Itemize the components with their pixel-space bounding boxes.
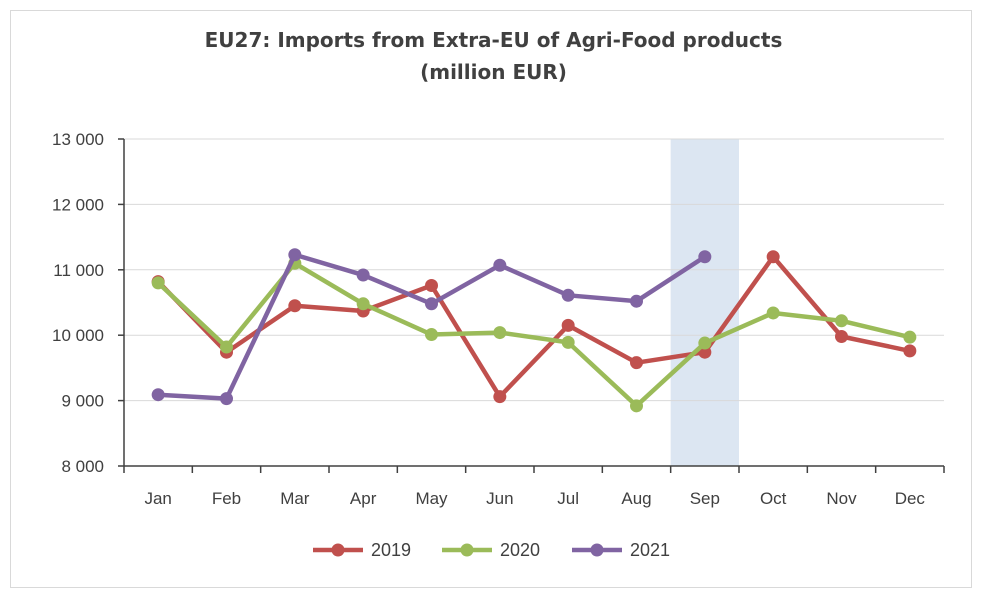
legend-item-2019: 2019 — [313, 540, 411, 560]
x-tick-label: Jan — [144, 489, 171, 508]
series-2021 — [151, 248, 712, 406]
x-tick-label: Jun — [486, 489, 513, 508]
data-point-2020-jun — [493, 326, 507, 340]
data-point-2021-may — [425, 297, 438, 311]
x-tick-label: Apr — [350, 489, 377, 508]
legend-label: 2019 — [371, 540, 411, 560]
series-line-2019 — [156, 254, 911, 399]
data-point-2021-jun — [493, 258, 507, 272]
legend-label: 2021 — [630, 540, 670, 560]
data-point-2020-may — [425, 328, 438, 342]
x-tick-label: Jul — [557, 489, 579, 508]
data-point-2021-jan — [151, 388, 165, 402]
series-lines — [151, 248, 917, 413]
chart-title-line1: EU27: Imports from Extra-EU of Agri-Food… — [204, 28, 783, 52]
y-tick-label: 9 000 — [61, 392, 104, 411]
data-point-2019-may — [425, 278, 438, 292]
x-tick-label: Mar — [280, 489, 310, 508]
legend-swatch-marker — [590, 543, 604, 557]
data-point-2020-aug — [630, 399, 643, 413]
data-point-2019-jul — [561, 318, 575, 332]
data-point-2020-jan — [151, 276, 165, 290]
data-point-2020-jul — [561, 335, 575, 349]
x-tick-label: Nov — [826, 489, 857, 508]
data-point-2020-nov — [835, 314, 848, 328]
data-point-2019-aug — [630, 356, 643, 370]
data-point-2021-mar — [288, 248, 302, 262]
y-tick-label: 10 000 — [52, 326, 104, 345]
data-point-2019-mar — [288, 299, 302, 313]
chart-title: EU27: Imports from Extra-EU of Agri-Food… — [0, 24, 987, 88]
x-tick-label: Aug — [621, 489, 651, 508]
x-tick-label: Sep — [690, 489, 720, 508]
legend-label: 2020 — [500, 540, 540, 560]
legend-item-2021: 2021 — [572, 540, 670, 560]
legend: 2019 2020 2021 — [313, 540, 670, 560]
data-point-2020-oct — [766, 306, 780, 320]
data-point-2019-jun — [493, 390, 507, 404]
series-2019 — [151, 250, 917, 404]
data-point-2021-aug — [630, 294, 643, 308]
data-point-2019-dec — [903, 344, 917, 358]
axes: 8 000 9 000 10 000 11 000 12 000 13 000 Jan Feb… — [52, 130, 945, 508]
data-point-2020-feb — [220, 340, 233, 354]
data-point-2020-sep — [698, 336, 712, 350]
y-tick-label: 12 000 — [52, 195, 104, 214]
x-tick-label: May — [415, 489, 448, 508]
legend-swatch-marker — [460, 543, 474, 557]
y-tick-label: 8 000 — [61, 457, 104, 476]
data-point-2019-nov — [835, 330, 848, 344]
legend-item-2020: 2020 — [442, 540, 540, 560]
y-tick-label: 13 000 — [52, 130, 104, 149]
highlight-layer — [670, 139, 739, 466]
data-point-2020-dec — [903, 330, 917, 344]
chart-title-line2: (million EUR) — [420, 60, 567, 84]
x-tick-label: Dec — [895, 489, 926, 508]
data-point-2021-feb — [220, 392, 233, 406]
data-point-2021-sep — [698, 250, 712, 264]
data-point-2019-oct — [766, 250, 780, 264]
legend-swatch-marker — [331, 543, 345, 557]
highlight-band-sep — [670, 139, 739, 466]
data-point-2020-apr — [356, 297, 370, 311]
y-tick-label: 11 000 — [53, 261, 104, 280]
gridlines — [124, 138, 944, 402]
x-tick-label: Feb — [212, 489, 241, 508]
x-tick-label: Oct — [760, 489, 787, 508]
data-point-2021-jul — [561, 288, 575, 302]
data-point-2021-apr — [356, 268, 370, 282]
